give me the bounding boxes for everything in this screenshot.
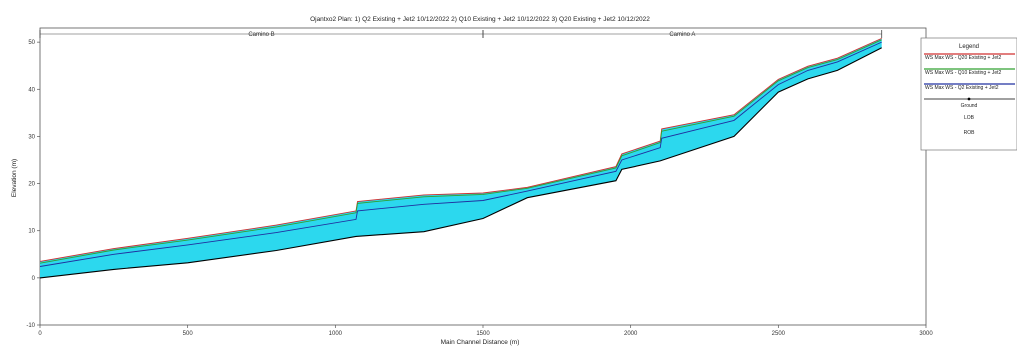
series-line [39,39,882,264]
x-tick-label: 3000 [919,331,933,337]
legend-box [920,37,1017,151]
y-tick-label: -10 [26,323,35,329]
legend-entry: WS Max WS - Q20 Existing + Jet2 [925,55,1001,61]
legend: Legend WS Max WS - Q20 Existing + Jet2WS… [920,37,1017,151]
x-tick-label: 1000 [329,331,343,337]
reach-label: Camino B [248,32,274,38]
legend-marker [967,97,971,101]
y-tick-label: 30 [28,134,35,140]
x-tick-label: 2000 [624,331,638,337]
legend-items: WS Max WS - Q20 Existing + Jet2 WS Max WS… [924,53,1015,136]
legend-entry: Ground [961,103,978,109]
legend-entry: ROB [964,130,976,136]
chart-title: Ojantxo2 Plan: 1) Q2 Existing + Jet2 10/… [310,16,650,23]
water-fill [40,38,882,278]
x-axis-label: Main Channel Distance (m) [441,339,520,346]
x-tick-label: 0 [38,331,42,337]
series-line [39,41,882,267]
water-fill-layer [40,38,882,278]
x-tick-label: 2500 [772,331,786,337]
y-tick-label: 20 [28,182,35,188]
legend-title: Legend [959,44,979,50]
series-line [39,37,882,262]
series-line [39,47,882,279]
series-lines-layer [39,37,882,279]
legend-entry: LOB [964,115,975,121]
x-tick-label: 1500 [476,331,490,337]
y-axis-label: Elevation (m) [11,159,18,197]
legend-entry: WS Max WS - Q10 Existing + Jet2 [925,70,1001,76]
y-tick-label: 50 [28,40,35,46]
y-tick-label: 0 [32,276,36,282]
reach-bar: Camino B Camino A [39,30,883,38]
x-tick-label: 500 [183,331,194,337]
y-tick-label: 40 [28,87,35,93]
legend-entry: WS Max WS - Q2 Existing + Jet2 [925,85,999,91]
y-tick-label: 10 [28,229,35,235]
reach-label: Camino A [669,32,695,38]
